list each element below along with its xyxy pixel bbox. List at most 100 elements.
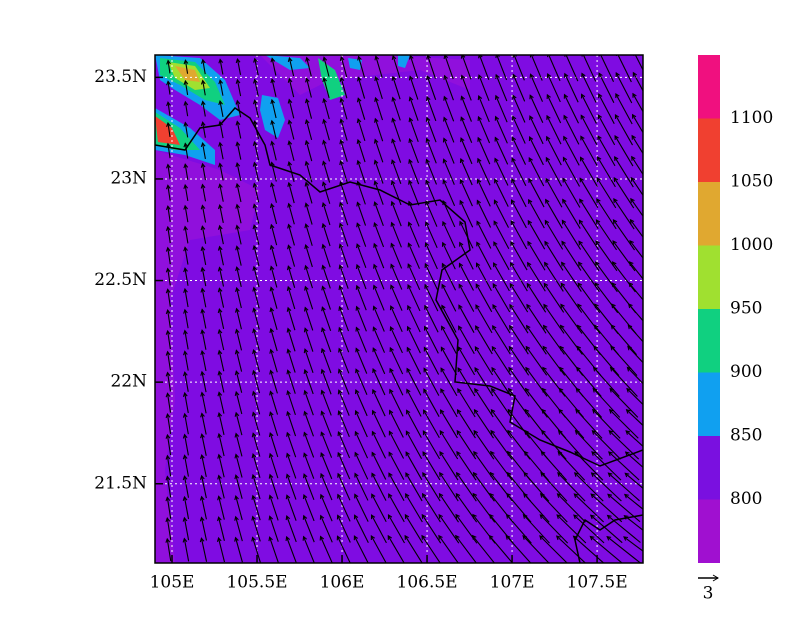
vector-head bbox=[200, 308, 206, 314]
axes: 105E 105.5E 106E 106.5E 107E 107.5E 21.5N 22N 22… bbox=[94, 67, 627, 593]
vector bbox=[421, 514, 442, 544]
vector bbox=[270, 370, 278, 394]
vector bbox=[375, 56, 383, 78]
vector bbox=[201, 226, 207, 244]
vector-head bbox=[528, 156, 533, 163]
vector-head bbox=[217, 453, 222, 459]
vector bbox=[573, 493, 605, 523]
vector-head bbox=[320, 452, 325, 458]
vector bbox=[493, 220, 510, 250]
vector bbox=[632, 72, 643, 92]
vector bbox=[439, 472, 459, 502]
vector bbox=[590, 514, 623, 544]
vector-head bbox=[356, 138, 362, 144]
vector-head bbox=[443, 116, 448, 122]
vector bbox=[340, 98, 348, 120]
vector bbox=[576, 367, 602, 397]
vector bbox=[370, 535, 387, 563]
vector bbox=[338, 369, 350, 395]
vector-head bbox=[287, 181, 292, 187]
vector bbox=[613, 219, 635, 251]
vector-head bbox=[338, 326, 343, 332]
vector-head bbox=[269, 369, 274, 375]
vector bbox=[630, 198, 643, 218]
vector-head bbox=[391, 117, 396, 123]
vector bbox=[201, 246, 207, 266]
vector-head bbox=[455, 534, 460, 540]
vector bbox=[184, 434, 189, 456]
vector-head bbox=[321, 181, 327, 187]
vector bbox=[422, 451, 441, 481]
vector bbox=[440, 347, 458, 375]
vector bbox=[592, 430, 621, 460]
vector-head bbox=[355, 284, 361, 290]
vector bbox=[563, 136, 580, 166]
vector bbox=[459, 242, 474, 270]
vector-head bbox=[423, 367, 428, 373]
vector bbox=[610, 324, 638, 356]
vector-head bbox=[303, 306, 309, 312]
vector bbox=[167, 247, 171, 265]
vector-head bbox=[425, 137, 431, 143]
vector-head bbox=[558, 408, 564, 414]
vector bbox=[184, 455, 189, 477]
vector-head bbox=[339, 97, 345, 103]
vector bbox=[546, 94, 562, 124]
vector-head bbox=[459, 178, 465, 184]
vector-head bbox=[372, 326, 377, 332]
vector-head bbox=[543, 303, 548, 309]
vector-head bbox=[407, 284, 412, 290]
vector-head bbox=[304, 243, 309, 250]
vector bbox=[253, 141, 260, 161]
vector bbox=[495, 95, 508, 123]
vector-head bbox=[423, 388, 428, 394]
vector-head bbox=[458, 325, 463, 331]
vector-head bbox=[165, 288, 171, 294]
vector-head bbox=[612, 240, 617, 246]
vector-head bbox=[165, 454, 171, 460]
vector-head bbox=[426, 75, 431, 81]
vector-head bbox=[200, 183, 206, 189]
vector bbox=[167, 122, 171, 138]
vector bbox=[613, 177, 635, 209]
vector-head bbox=[234, 432, 240, 438]
vector bbox=[236, 308, 242, 330]
vector-head bbox=[625, 409, 631, 414]
vector bbox=[629, 261, 643, 280]
vector-head bbox=[372, 347, 377, 353]
vector-head bbox=[556, 514, 562, 519]
vector bbox=[575, 430, 603, 460]
vector bbox=[600, 55, 615, 82]
vector bbox=[184, 164, 189, 180]
vector-head bbox=[455, 513, 460, 519]
vector-head bbox=[322, 139, 327, 145]
vector-head bbox=[525, 345, 531, 351]
vector bbox=[442, 221, 456, 249]
vector-head bbox=[218, 79, 224, 85]
vector bbox=[525, 388, 548, 418]
vector-head bbox=[458, 283, 463, 289]
vector-head bbox=[439, 430, 445, 436]
border bbox=[155, 107, 643, 467]
vector bbox=[493, 241, 510, 271]
vector-head bbox=[200, 245, 206, 252]
vector-head bbox=[354, 451, 359, 457]
vector-head bbox=[391, 159, 396, 165]
vector bbox=[615, 93, 633, 125]
vector bbox=[581, 73, 597, 103]
vector bbox=[478, 95, 490, 123]
vector bbox=[544, 220, 564, 250]
vector-head bbox=[476, 199, 481, 205]
vector bbox=[388, 431, 405, 459]
vector bbox=[458, 284, 475, 312]
vector-head bbox=[268, 536, 273, 542]
vector-head bbox=[389, 346, 394, 352]
vector bbox=[543, 283, 565, 313]
vector-head bbox=[234, 453, 240, 459]
vector-head bbox=[304, 139, 310, 145]
vector-head bbox=[356, 201, 361, 207]
vector bbox=[304, 307, 314, 331]
vector bbox=[422, 472, 441, 502]
vector bbox=[167, 206, 171, 222]
vector-head bbox=[440, 409, 445, 415]
